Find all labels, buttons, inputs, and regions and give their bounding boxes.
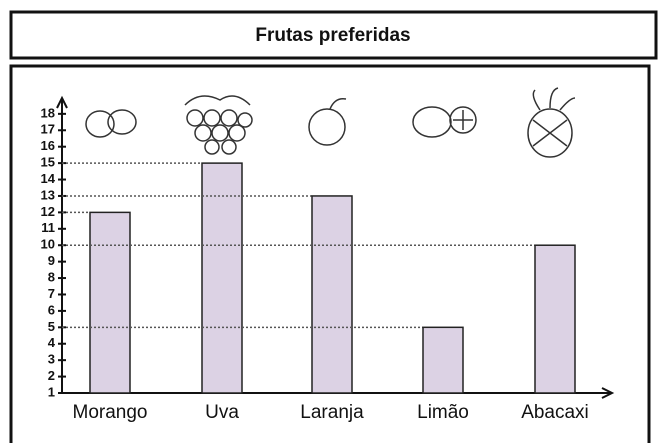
y-tick-label: 4 (48, 335, 56, 350)
y-tick-label: 8 (48, 269, 55, 284)
y-tick-label: 6 (48, 302, 55, 317)
bar (202, 163, 242, 393)
bar (535, 245, 575, 393)
x-tick-label: Abacaxi (521, 402, 589, 423)
x-tick-label: Morango (73, 402, 148, 423)
y-tick-label: 10 (41, 237, 55, 252)
x-tick-label: Uva (205, 402, 239, 423)
y-tick-label: 13 (41, 187, 55, 202)
y-tick-label: 15 (41, 155, 55, 170)
y-tick-label: 7 (48, 286, 55, 301)
y-tick-label: 3 (48, 352, 55, 367)
y-tick-label: 9 (48, 253, 55, 268)
bar (90, 212, 130, 393)
chart: Frutas preferidas 1234567891011121314151… (0, 0, 659, 443)
y-tick-label: 18 (41, 105, 55, 120)
y-tick-label: 11 (41, 220, 55, 235)
x-tick-label: Limão (417, 402, 469, 423)
y-tick-label: 17 (41, 122, 55, 137)
y-tick-label: 2 (48, 368, 55, 383)
y-tick-label: 1 (48, 384, 55, 399)
bar (423, 327, 463, 393)
y-tick-label: 16 (41, 138, 55, 153)
bar (312, 196, 352, 393)
y-tick-label: 5 (48, 319, 55, 334)
y-tick-label: 14 (41, 171, 56, 186)
chart-title: Frutas preferidas (255, 25, 410, 46)
y-tick-label: 12 (41, 204, 55, 219)
x-tick-label: Laranja (300, 402, 364, 423)
